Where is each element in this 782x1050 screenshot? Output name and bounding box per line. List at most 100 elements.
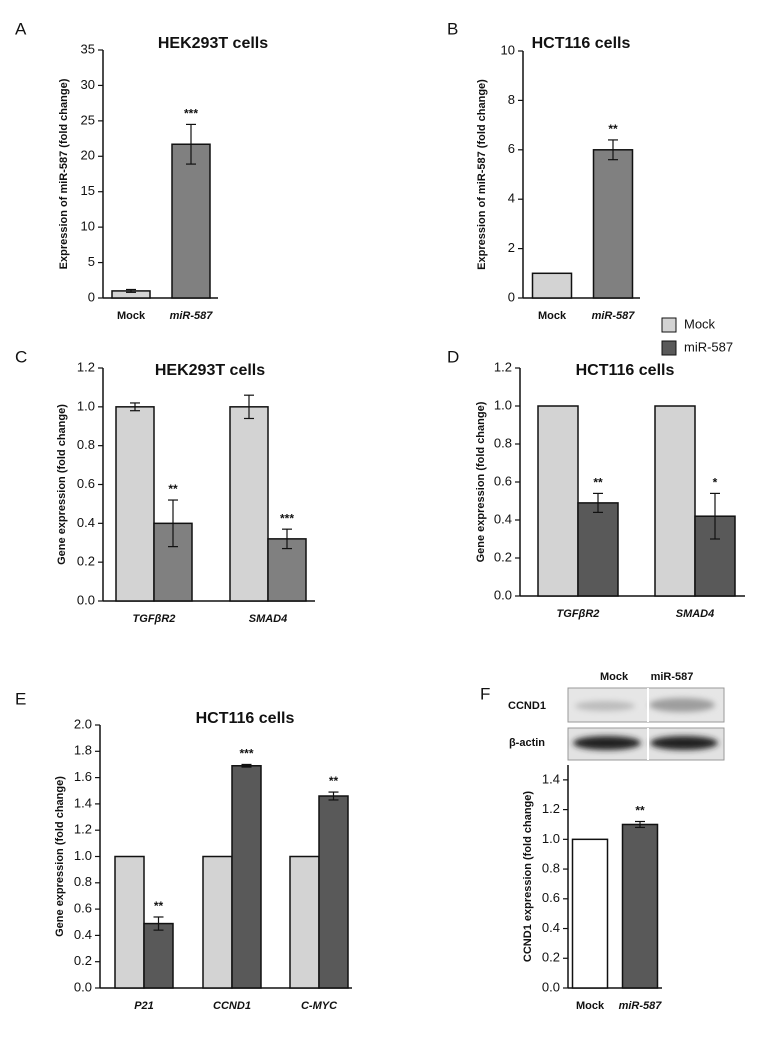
significance-label: ** (154, 899, 164, 913)
significance-label: * (713, 476, 718, 490)
x-tick-label: miR-587 (619, 1000, 663, 1012)
y-tick-label: 4 (508, 191, 515, 206)
y-tick-label: 1.2 (74, 822, 92, 837)
bar: Mock (537, 405, 579, 597)
y-tick-label: 0.2 (77, 554, 95, 569)
panel-label: D (447, 347, 459, 366)
x-tick-label: C-MYC (301, 1000, 338, 1012)
bar: Mock (229, 406, 269, 602)
y-tick-label: 15 (81, 183, 95, 198)
y-tick-label: 1.0 (74, 848, 92, 863)
blot-band (575, 701, 635, 711)
blot-image (567, 687, 725, 761)
significance-label: ** (608, 122, 618, 136)
y-tick-label: 30 (81, 77, 95, 92)
x-tick-label: TGFβR2 (133, 613, 176, 625)
y-tick-label: 1.4 (542, 771, 560, 786)
y-axis-label: Gene expression (fold change) (475, 401, 487, 562)
y-tick-label: 0.8 (77, 437, 95, 452)
x-tick-label: miR-587 (170, 310, 214, 322)
y-tick-label: 25 (81, 112, 95, 127)
y-tick-label: 1.0 (542, 831, 560, 846)
y-tick-label: 10 (81, 219, 95, 234)
bar (531, 272, 573, 299)
y-tick-label: 1.2 (77, 359, 95, 374)
legend-label: miR-587 (684, 339, 733, 354)
x-tick-label: SMAD4 (249, 613, 288, 625)
panel-label: A (15, 19, 27, 38)
y-tick-label: 0.0 (542, 979, 560, 994)
y-tick-label: 20 (81, 148, 95, 163)
y-tick-label: 1.4 (74, 795, 92, 810)
y-tick-label: 0.2 (542, 950, 560, 965)
blot-column-label: miR-587 (651, 671, 694, 683)
significance-label: ** (635, 804, 645, 818)
x-tick-label: CCND1 (213, 1000, 251, 1012)
chart-title: HCT116 cells (196, 710, 295, 727)
bar: miR-587 (318, 795, 349, 989)
x-tick-label: Mock (538, 310, 567, 322)
panel-label: C (15, 347, 27, 366)
blot-column-label: Mock (600, 671, 629, 683)
y-tick-label: 0.2 (494, 549, 512, 564)
y-tick-label: 0.8 (542, 861, 560, 876)
bar (171, 143, 211, 299)
y-axis-label: Expression of miR-587 (fold change) (58, 78, 70, 269)
bar: Mock (202, 855, 233, 989)
blot-row-label: CCND1 (508, 700, 546, 712)
chart-title: HCT116 cells (532, 35, 631, 52)
panel-label: B (447, 19, 458, 38)
y-tick-label: 5 (88, 254, 95, 269)
significance-label: *** (239, 747, 253, 761)
y-tick-label: 2 (508, 240, 515, 255)
y-tick-label: 0 (508, 289, 515, 304)
y-tick-label: 0.6 (542, 890, 560, 905)
bar: Mock (114, 855, 145, 989)
y-tick-label: 0.0 (74, 979, 92, 994)
y-axis-label: Gene expression (fold change) (56, 404, 68, 565)
bar: miR-587 (267, 538, 307, 602)
y-tick-label: 1.6 (74, 769, 92, 784)
legend-swatch (661, 317, 677, 333)
chart-title: HCT116 cells (576, 362, 675, 379)
x-tick-label: miR-587 (592, 310, 636, 322)
bar (571, 838, 609, 989)
bar: miR-587 (143, 922, 174, 989)
significance-label: *** (184, 107, 198, 121)
y-tick-label: 10 (501, 42, 515, 57)
y-tick-label: 1.0 (494, 397, 512, 412)
y-tick-label: 0.4 (74, 927, 92, 942)
bar: Mock (289, 855, 320, 989)
y-tick-label: 0.2 (74, 953, 92, 968)
blot-band (650, 736, 718, 750)
y-tick-label: 8 (508, 92, 515, 107)
legend-label: Mock (684, 316, 716, 331)
x-tick-label: SMAD4 (676, 608, 715, 620)
panel-label: E (15, 689, 26, 708)
x-tick-label: Mock (117, 310, 146, 322)
y-tick-label: 0.0 (77, 592, 95, 607)
bar: miR-587 (577, 502, 619, 597)
bar: Mock (654, 405, 696, 597)
blot-band (649, 698, 715, 712)
x-tick-label: Mock (576, 1000, 605, 1012)
y-tick-label: 6 (508, 141, 515, 156)
bar: miR-587 (231, 765, 262, 989)
y-tick-label: 1.2 (494, 359, 512, 374)
y-tick-label: 2.0 (74, 716, 92, 731)
y-axis-label: CCND1 expression (fold change) (522, 791, 534, 962)
y-tick-label: 35 (81, 41, 95, 56)
y-tick-label: 0.0 (494, 587, 512, 602)
y-tick-label: 0.8 (74, 874, 92, 889)
chart-title: HEK293T cells (155, 362, 265, 379)
significance-label: ** (329, 774, 339, 788)
y-tick-label: 0.4 (542, 920, 560, 935)
y-tick-label: 0.6 (77, 476, 95, 491)
y-tick-label: 1.2 (542, 801, 560, 816)
x-tick-label: TGFβR2 (557, 608, 600, 620)
y-axis-label: Expression of miR-587 (fold change) (476, 79, 488, 270)
legend-swatch (661, 340, 677, 356)
y-tick-label: 0.4 (77, 515, 95, 530)
y-tick-label: 0.8 (494, 435, 512, 450)
y-tick-label: 1.8 (74, 743, 92, 758)
